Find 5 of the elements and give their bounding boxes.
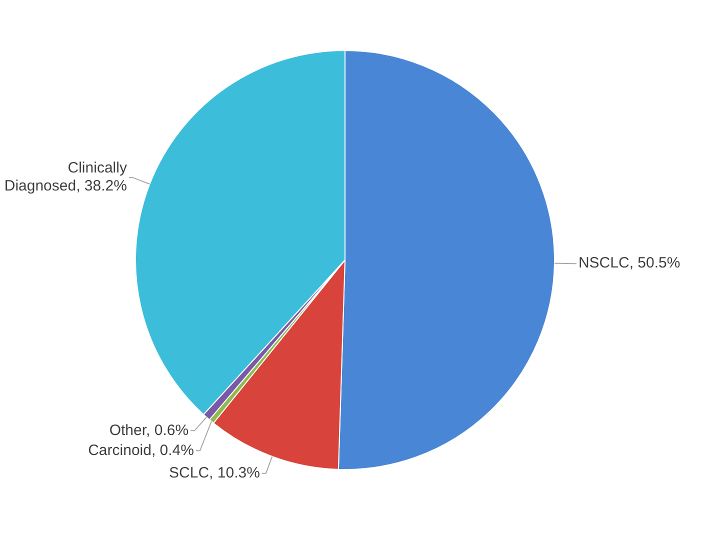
slice-label: NSCLC, 50.5% xyxy=(578,254,680,272)
slice-label: Other, 0.6% xyxy=(109,422,189,439)
slice-label: SCLC, 10.3% xyxy=(169,464,260,482)
slice-label: Clinically Diagnosed, 38.2% xyxy=(4,160,128,195)
slice-label: Carcinoid, 0.4% xyxy=(88,442,194,459)
